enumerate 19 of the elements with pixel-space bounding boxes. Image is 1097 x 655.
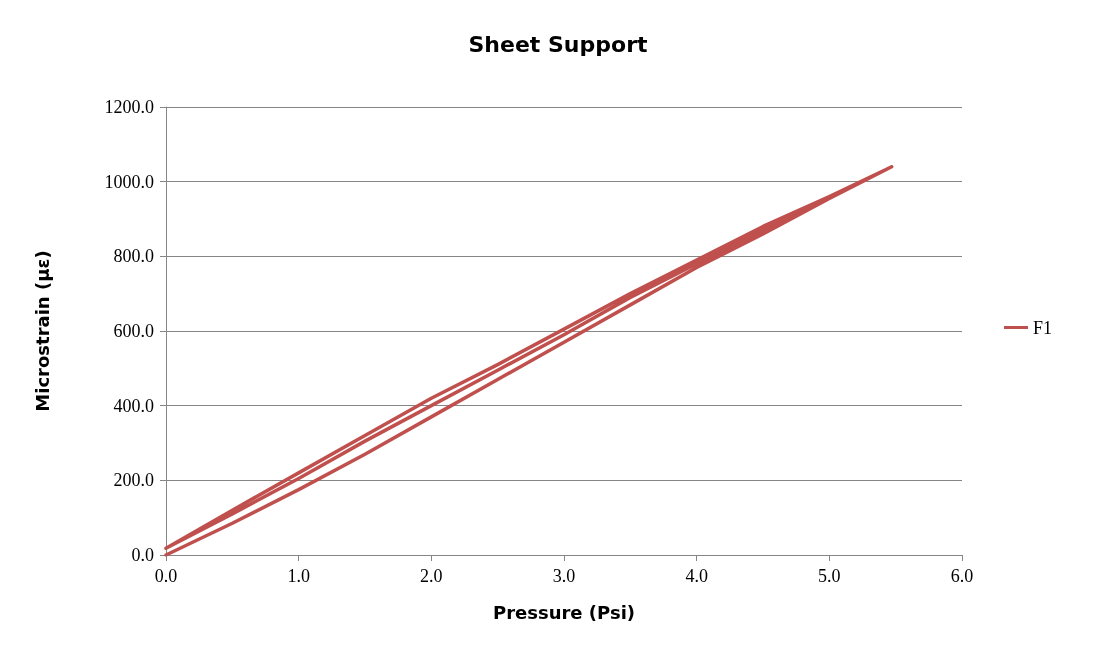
x-tick-label: 5.0 — [818, 566, 841, 586]
x-tick-label: 2.0 — [420, 566, 443, 586]
x-tick-label: 6.0 — [950, 566, 974, 586]
x-axis-title: Pressure (Psi) — [492, 601, 636, 623]
y-tick-label: 1200.0 — [104, 97, 154, 117]
x-tick-label: 4.0 — [685, 566, 708, 586]
y-tick-label: 1000.0 — [104, 171, 154, 192]
y-tick-label: 200.0 — [113, 470, 154, 491]
y-axis-title: Microstrain (με) — [31, 250, 53, 412]
chart-title: Sheet Support — [468, 31, 648, 57]
y-tick-label: 600.0 — [113, 321, 154, 341]
y-tick-label: 400.0 — [113, 395, 154, 416]
x-tick-label: 1.0 — [287, 566, 310, 586]
y-tick-label: 0.0 — [131, 545, 154, 565]
y-tick-label: 800.0 — [113, 246, 154, 267]
x-tick-label: 0.0 — [154, 566, 178, 586]
legend-label: F1 — [1032, 317, 1052, 338]
line-series — [164, 164, 894, 557]
x-tick-label: 3.0 — [552, 566, 576, 586]
